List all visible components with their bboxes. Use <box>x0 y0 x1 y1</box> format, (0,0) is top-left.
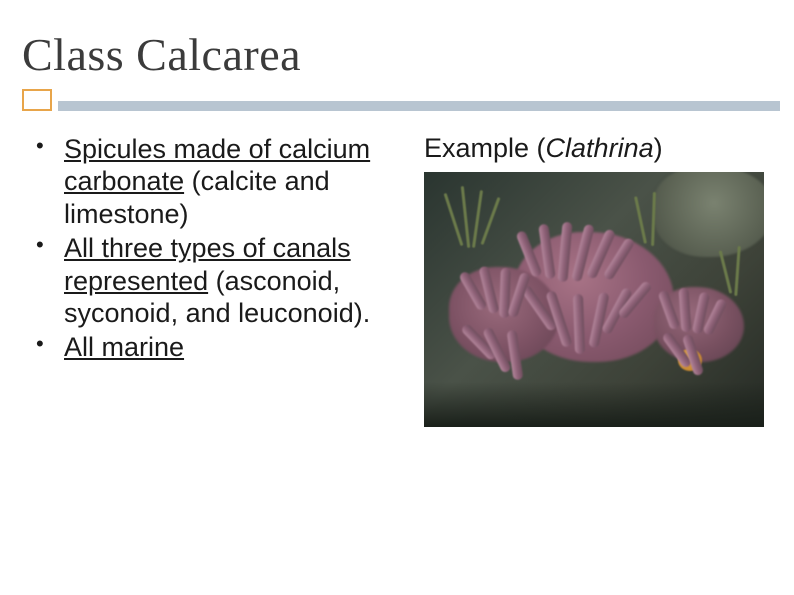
example-image <box>424 172 764 427</box>
rock-shape <box>654 172 764 257</box>
bullet-item: All marine <box>34 331 414 363</box>
title-underline <box>22 89 794 111</box>
example-label: Example (Clathrina) <box>424 133 780 164</box>
example-suffix: ) <box>654 133 663 163</box>
page-title: Class Calcarea <box>22 28 794 81</box>
bullet-column: Spicules made of calcium carbonate (calc… <box>34 133 424 427</box>
accent-square <box>22 89 52 111</box>
shadow-gradient <box>424 382 764 427</box>
algae-strand <box>634 196 647 244</box>
bullet-list: Spicules made of calcium carbonate (calc… <box>34 133 414 364</box>
algae-strand <box>444 193 464 246</box>
example-column: Example (Clathrina) <box>424 133 780 427</box>
example-prefix: Example ( <box>424 133 546 163</box>
example-genus: Clathrina <box>546 133 654 163</box>
sponge-tube <box>573 294 585 354</box>
algae-strand <box>481 197 501 245</box>
bullet-item: All three types of canals represented (a… <box>34 232 414 329</box>
bullet-item: Spicules made of calcium carbonate (calc… <box>34 133 414 230</box>
bullet-underlined: All marine <box>64 332 184 362</box>
algae-strand <box>719 250 733 293</box>
algae-strand <box>461 186 470 248</box>
underline-bar <box>58 101 780 111</box>
algae-strand <box>734 246 740 296</box>
